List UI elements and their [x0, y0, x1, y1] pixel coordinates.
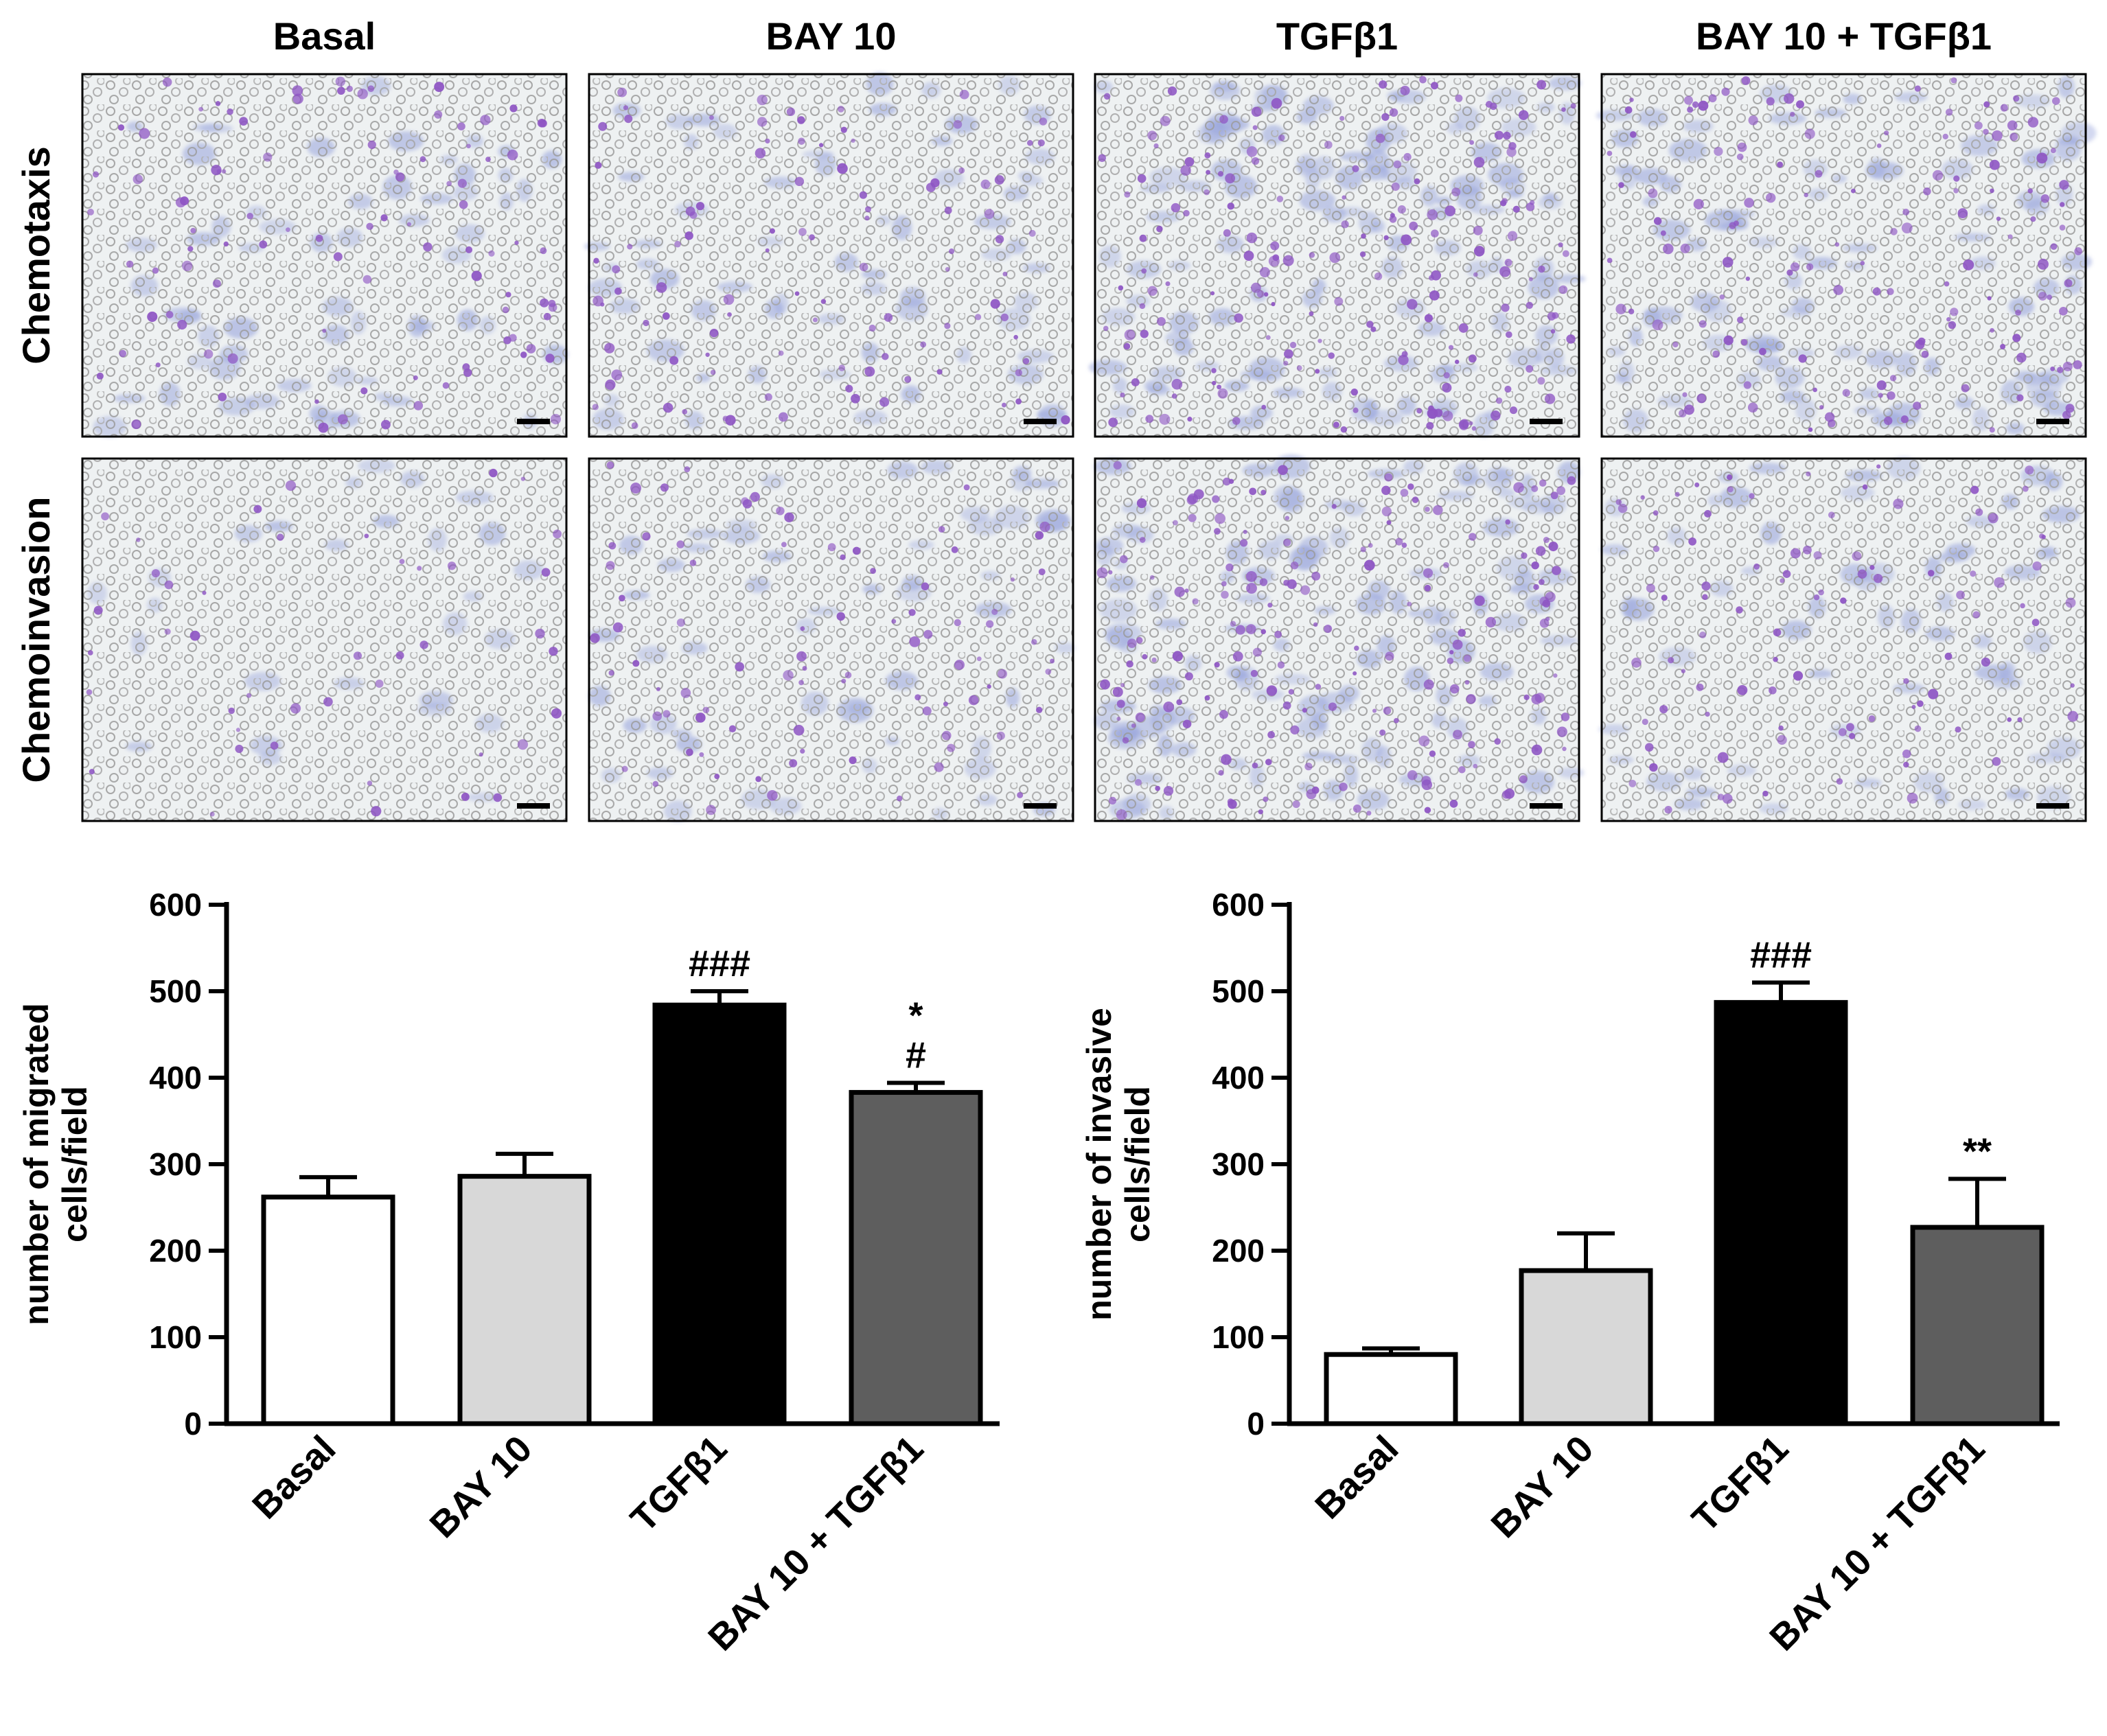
- y-axis-label: number of migrated: [17, 1003, 56, 1325]
- micrograph-chemotaxis-bay-10-tgfbeta1: [1596, 73, 2097, 438]
- y-tick-label: 100: [1212, 1319, 1265, 1355]
- y-axis-label: number of invasive: [1080, 1008, 1118, 1321]
- row-title-chemotaxis: Chemotaxis: [14, 146, 58, 364]
- y-tick-label: 500: [1212, 973, 1265, 1009]
- y-tick-label: 400: [1212, 1060, 1265, 1096]
- scale-bar: [517, 803, 550, 809]
- bar-bay-10: [457, 1174, 592, 1426]
- bar-basal: [1324, 1352, 1458, 1426]
- x-tick-label: TGFβ1: [1684, 1428, 1796, 1540]
- scale-bar: [2036, 803, 2069, 809]
- scale-bar: [1024, 803, 1057, 809]
- significance-label: **: [1963, 1131, 1992, 1172]
- scale-bar: [1530, 803, 1563, 809]
- significance-label: #: [906, 1035, 926, 1076]
- y-tick-label: 0: [1247, 1406, 1265, 1442]
- x-tick-label: BAY 10 + TGFβ1: [1762, 1428, 1992, 1658]
- y-tick-label: 500: [149, 973, 202, 1009]
- column-title-bay-10: BAY 10: [766, 14, 897, 58]
- y-axis-label: cells/field: [56, 1086, 94, 1242]
- scale-bar: [517, 419, 550, 424]
- scale-bar: [1024, 419, 1057, 424]
- micrograph-chemotaxis-basal: [81, 73, 568, 438]
- column-title-basal: Basal: [273, 14, 376, 58]
- x-tick-label: TGFβ1: [623, 1428, 735, 1540]
- micrograph-chemotaxis-bay-10: [584, 72, 1074, 438]
- y-tick-label: 200: [149, 1233, 202, 1269]
- column-title-tgfbeta1: TGFβ1: [1276, 14, 1398, 58]
- y-tick-label: 300: [149, 1146, 202, 1182]
- y-tick-label: 600: [149, 887, 202, 923]
- micrograph-chemoinvasion-bay-10-tgfbeta1: [1598, 456, 2087, 822]
- chart-invasive-cells: number of invasive cells/field 0 100 200 300 4…: [1080, 887, 2060, 1658]
- bar-tgfbeta1: [1714, 999, 1848, 1426]
- micrograph-chemoinvasion-tgfbeta1: [1094, 454, 1585, 822]
- x-tick-label: Basal: [1307, 1428, 1406, 1527]
- column-title-bay-10-tgfbeta1: BAY 10 + TGFβ1: [1696, 14, 1992, 58]
- micrograph-chemoinvasion-basal: [81, 457, 568, 822]
- significance-label: ###: [1750, 934, 1812, 975]
- x-tick-label: BAY 10 + TGFβ1: [700, 1428, 931, 1658]
- bar-bay-10: [1519, 1268, 1653, 1426]
- micrograph-chemoinvasion-bay-10: [588, 457, 1075, 822]
- significance-label: ###: [689, 943, 750, 984]
- y-tick-label: 300: [1212, 1146, 1265, 1182]
- y-tick-label: 100: [149, 1319, 202, 1355]
- scale-bar: [2036, 419, 2069, 424]
- significance-label: *: [908, 995, 923, 1037]
- micrograph-chemotaxis-tgfbeta1: [1088, 73, 1586, 438]
- bar-basal: [261, 1194, 395, 1426]
- scale-bar: [1530, 419, 1563, 424]
- row-title-chemoinvasion: Chemoinvasion: [14, 497, 58, 783]
- y-tick-label: 600: [1212, 887, 1265, 923]
- y-tick-label: 200: [1212, 1233, 1265, 1269]
- bar-tgfbeta1: [652, 1002, 787, 1426]
- bar-bay-10-tgfbeta1: [849, 1089, 983, 1426]
- x-tick-label: BAY 10: [1484, 1428, 1602, 1546]
- chart-migrated-cells: number of migrated cells/field 0 100 200 300 4…: [17, 887, 1000, 1658]
- bar-bay-10-tgfbeta1: [1910, 1225, 2045, 1426]
- x-tick-label: Basal: [244, 1428, 343, 1527]
- x-tick-label: BAY 10: [422, 1428, 540, 1546]
- y-axis-label: cells/field: [1118, 1086, 1157, 1242]
- y-tick-label: 400: [149, 1060, 202, 1096]
- y-tick-label: 0: [184, 1406, 202, 1442]
